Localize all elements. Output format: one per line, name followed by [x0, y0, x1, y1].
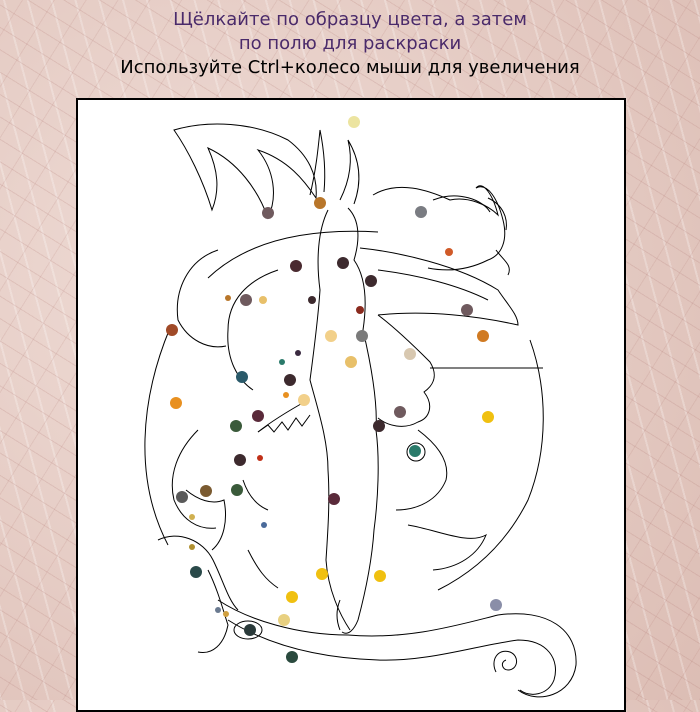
zoom-hint: Используйте Ctrl+колесо мыши для увеличе… [120, 57, 580, 78]
color-swatch[interactable] [283, 392, 289, 398]
color-swatch[interactable] [279, 359, 285, 365]
color-swatch[interactable] [490, 599, 502, 611]
color-swatches[interactable] [166, 116, 502, 663]
color-swatch[interactable] [328, 493, 340, 505]
color-swatch[interactable] [176, 491, 188, 503]
color-swatch[interactable] [345, 356, 357, 368]
color-swatch[interactable] [445, 248, 453, 256]
instructions-header: Щёлкайте по образцу цвета, а затем по по… [0, 8, 700, 80]
line-art [144, 123, 577, 698]
color-swatch[interactable] [189, 544, 195, 550]
color-swatch[interactable] [373, 420, 385, 432]
color-swatch[interactable] [223, 611, 229, 617]
color-swatch[interactable] [231, 484, 243, 496]
color-swatch[interactable] [374, 570, 386, 582]
color-swatch[interactable] [236, 371, 248, 383]
color-swatch[interactable] [415, 206, 427, 218]
color-swatch[interactable] [409, 445, 421, 457]
color-swatch[interactable] [356, 306, 364, 314]
color-swatch[interactable] [259, 296, 267, 304]
color-swatch[interactable] [189, 514, 195, 520]
color-swatch[interactable] [394, 406, 406, 418]
color-swatch[interactable] [286, 591, 298, 603]
color-swatch[interactable] [215, 607, 221, 613]
color-swatch[interactable] [337, 257, 349, 269]
color-swatch[interactable] [225, 295, 231, 301]
color-swatch[interactable] [404, 348, 416, 360]
color-swatch[interactable] [244, 624, 256, 636]
color-swatch[interactable] [348, 116, 360, 128]
instruction-line-2: по полю для раскраски [238, 33, 462, 54]
color-swatch[interactable] [170, 397, 182, 409]
coloring-picture[interactable] [78, 100, 624, 710]
color-swatch[interactable] [298, 394, 310, 406]
color-swatch[interactable] [461, 304, 473, 316]
coloring-canvas[interactable] [76, 98, 626, 712]
color-swatch[interactable] [257, 455, 263, 461]
color-swatch[interactable] [365, 275, 377, 287]
color-swatch[interactable] [240, 294, 252, 306]
color-swatch[interactable] [190, 566, 202, 578]
color-swatch[interactable] [308, 296, 316, 304]
color-swatch[interactable] [356, 330, 368, 342]
color-swatch[interactable] [477, 330, 489, 342]
color-swatch[interactable] [286, 651, 298, 663]
color-swatch[interactable] [284, 374, 296, 386]
color-swatch[interactable] [234, 454, 246, 466]
color-swatch[interactable] [230, 420, 242, 432]
color-swatch[interactable] [295, 350, 301, 356]
color-swatch[interactable] [278, 614, 290, 626]
color-swatch[interactable] [482, 411, 494, 423]
instruction-line-1: Щёлкайте по образцу цвета, а затем [173, 9, 527, 30]
color-swatch[interactable] [252, 410, 264, 422]
color-swatch[interactable] [166, 324, 178, 336]
color-swatch[interactable] [261, 522, 267, 528]
color-swatch[interactable] [290, 260, 302, 272]
color-swatch[interactable] [262, 207, 274, 219]
color-swatch[interactable] [325, 330, 337, 342]
color-swatch[interactable] [200, 485, 212, 497]
color-swatch[interactable] [314, 197, 326, 209]
color-swatch[interactable] [316, 568, 328, 580]
